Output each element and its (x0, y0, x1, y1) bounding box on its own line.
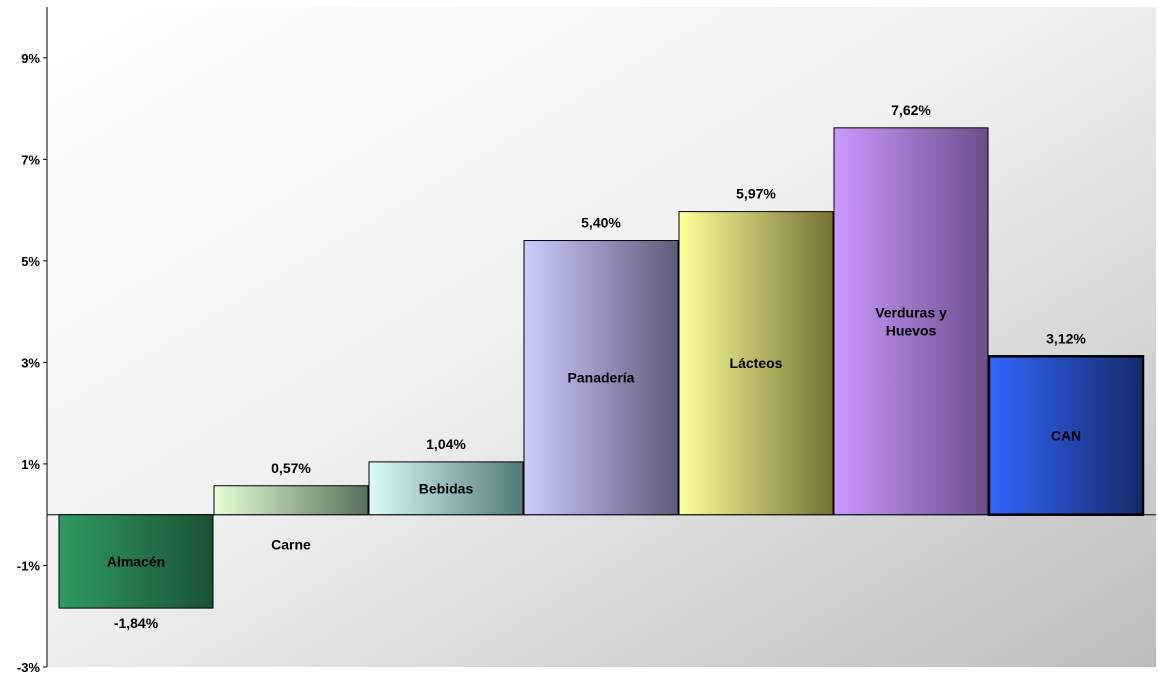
category-label-line: Panadería (568, 370, 635, 386)
value-label-almacen: -1,84% (114, 615, 159, 631)
bar-carne (213, 485, 369, 516)
value-label-bebidas: 1,04% (426, 436, 466, 452)
value-label-panaderia: 5,40% (581, 215, 621, 231)
category-label-line: Carne (271, 537, 311, 553)
y-tick-label: 3% (21, 355, 40, 370)
category-label-line: Huevos (886, 322, 937, 338)
bar-bebidas (368, 461, 524, 516)
category-label-panaderia: Panadería (568, 370, 635, 386)
category-label-carne: Carne (271, 537, 311, 553)
category-label-almacen: Almacén (107, 553, 165, 569)
category-label-line: Bebidas (419, 480, 474, 496)
category-label-verduras-y-huevos: Verduras y Huevos (875, 304, 947, 338)
category-label-can: CAN (1051, 427, 1081, 443)
y-tick-label: -1% (17, 558, 41, 573)
category-label-line: Almacén (107, 553, 165, 569)
category-label-line: CAN (1051, 427, 1081, 443)
y-tick-label: -3% (17, 660, 41, 675)
bar-can (987, 355, 1145, 516)
bar-lacteos (678, 211, 834, 516)
y-tick-label: 9% (21, 51, 40, 66)
category-label-bebidas: Bebidas (419, 480, 474, 496)
y-tick-label: 5% (21, 254, 40, 269)
y-tick-label: 1% (21, 457, 40, 472)
bar-verduras-y-huevos (833, 127, 989, 516)
bar-panaderia (523, 240, 679, 516)
y-tick-label: 7% (21, 152, 40, 167)
value-label-carne: 0,57% (271, 460, 311, 476)
category-label-line: Verduras y (875, 304, 947, 320)
labels: -1,84% Almacén 0,57% Carne 1,04% Bebidas 5,40%… (107, 102, 1087, 631)
value-label-lacteos: 5,97% (736, 186, 776, 202)
category-label-lacteos: Lácteos (730, 355, 783, 371)
value-label-can: 3,12% (1046, 330, 1086, 346)
bar-almacen (58, 514, 214, 609)
category-label-line: Lácteos (730, 355, 783, 371)
bars (58, 127, 1145, 609)
value-label-verduras-y-huevos: 7,62% (891, 102, 931, 118)
